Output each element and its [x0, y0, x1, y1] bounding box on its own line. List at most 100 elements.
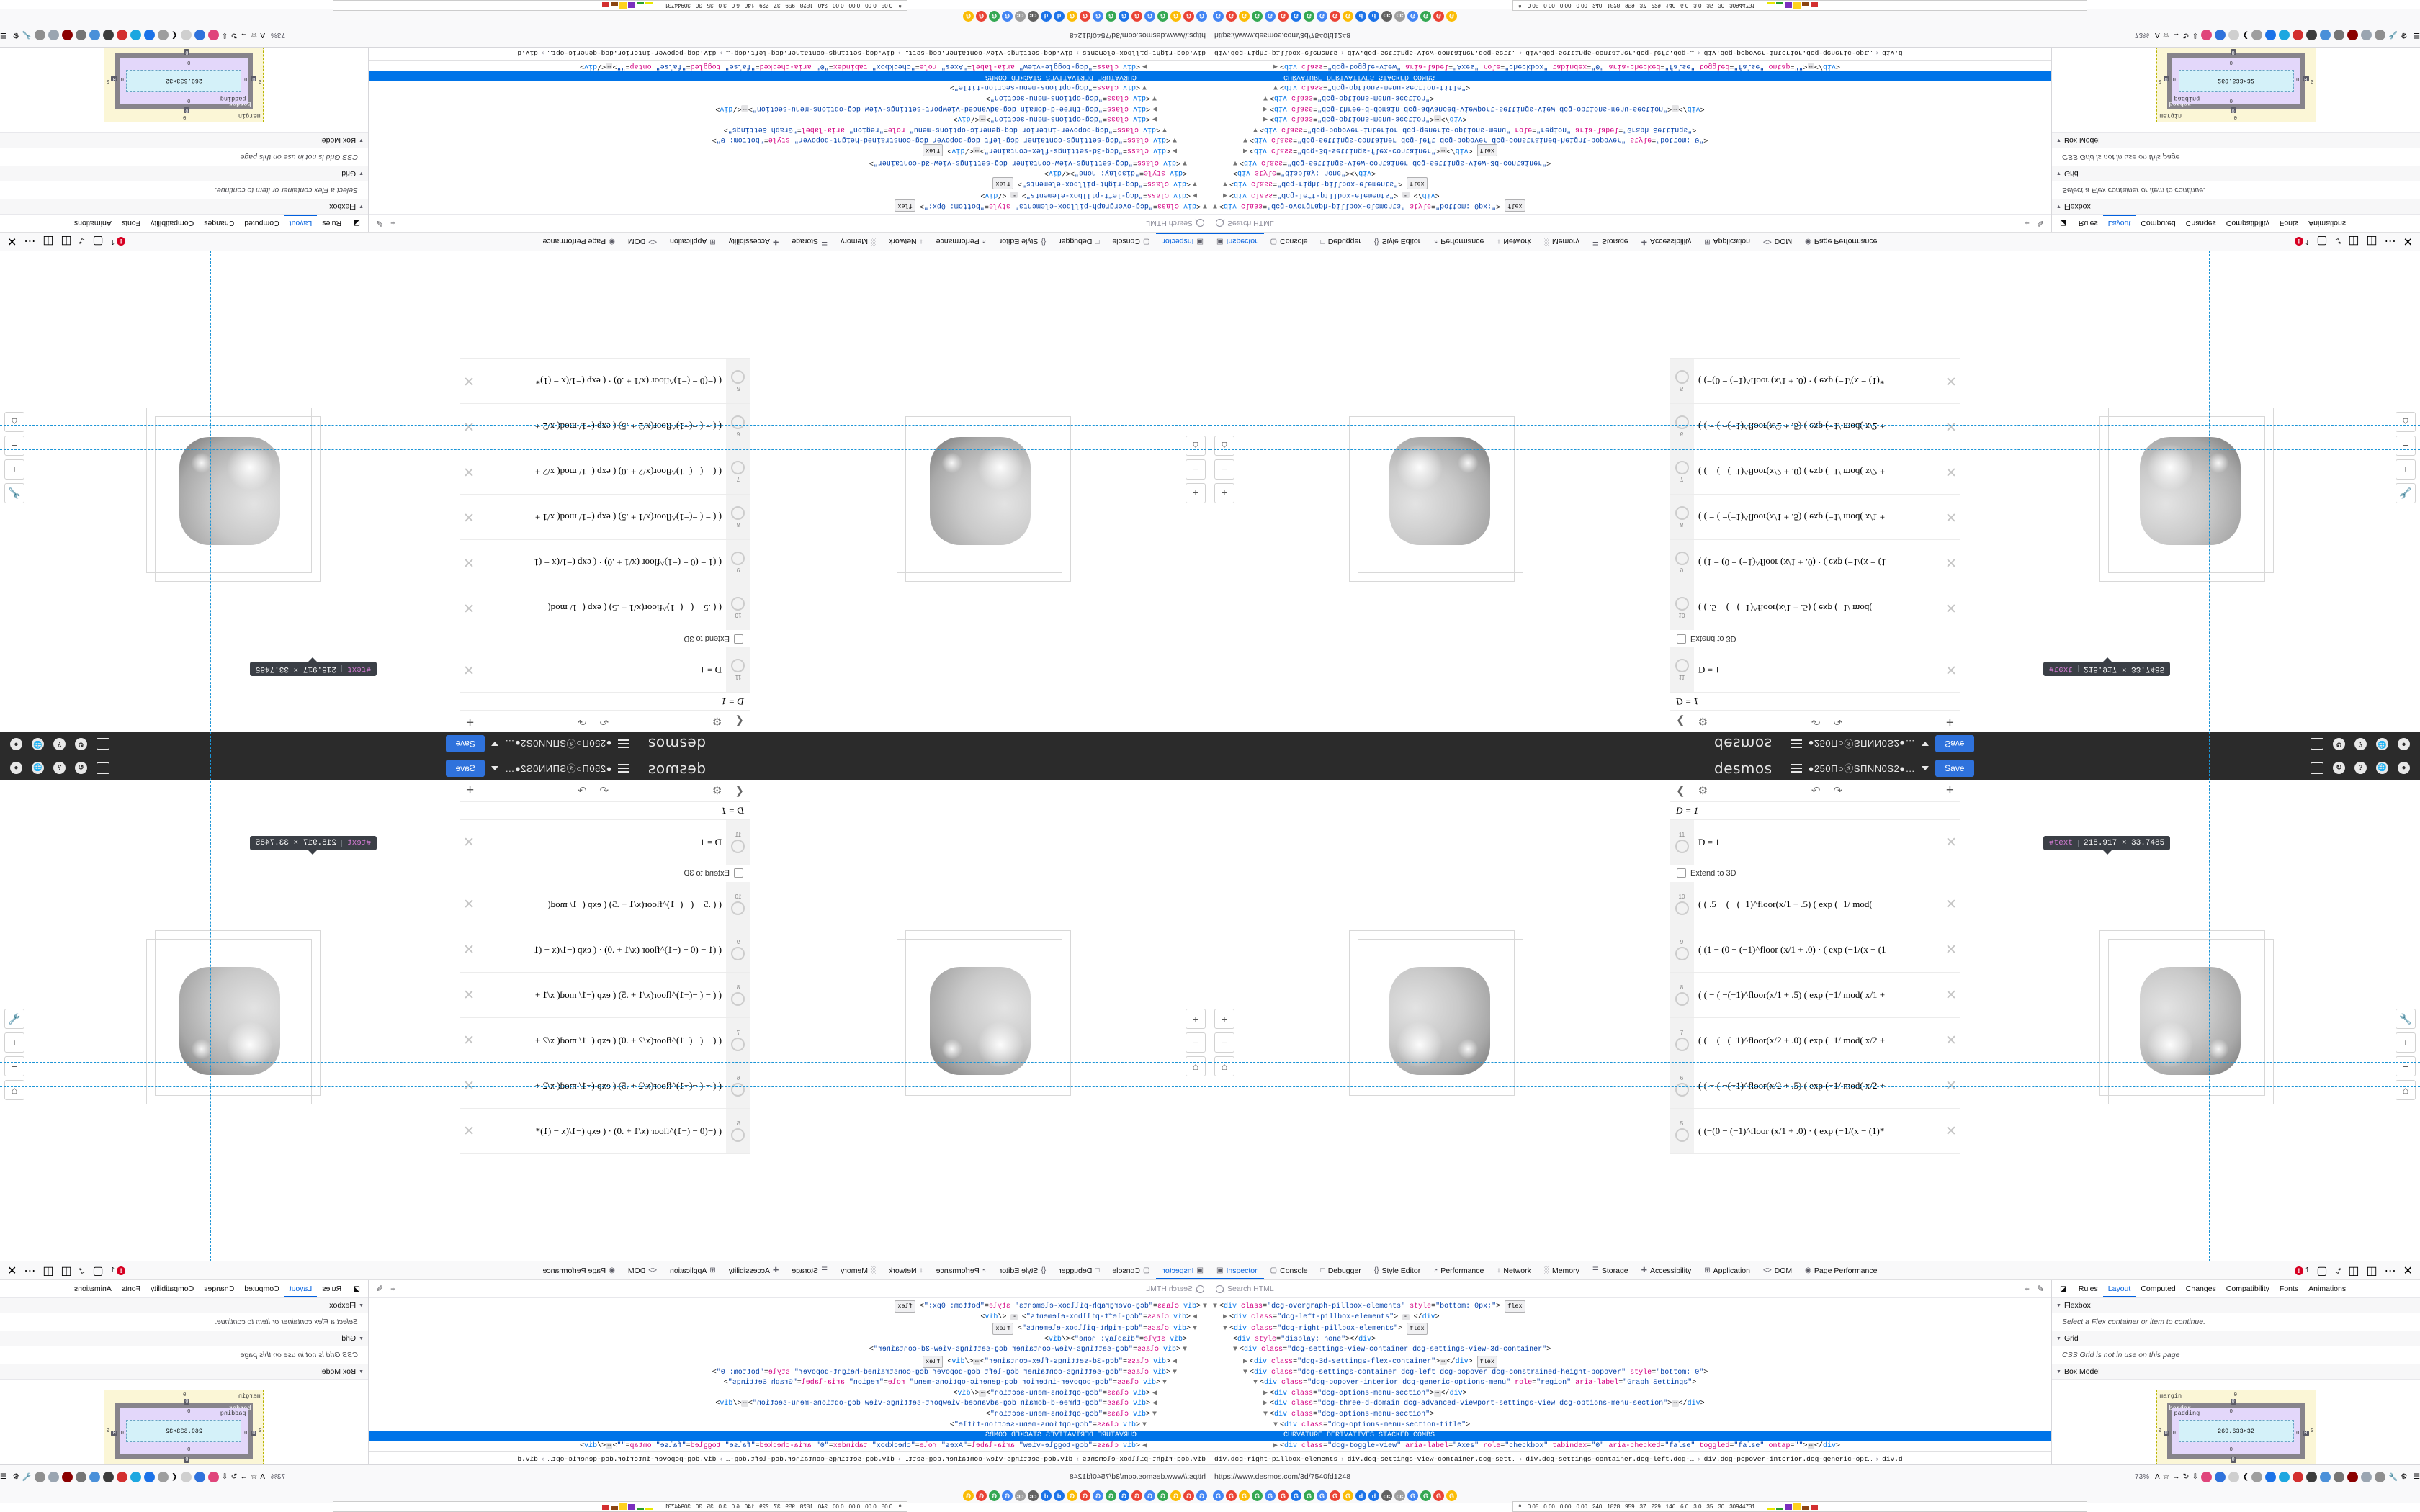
share-icon[interactable]	[2311, 762, 2323, 774]
delete-expression-icon[interactable]: ✕	[463, 896, 475, 912]
add-expression-button[interactable]: +	[465, 783, 475, 798]
zoom-in-button[interactable]: +	[4, 1032, 24, 1053]
flexbox-section-header[interactable]: ▼ Flexbox	[2052, 199, 2420, 214]
expression-math[interactable]: ( ( − ( −(−1)^floor(x/2 + .5) ( exp (−1/…	[1698, 421, 1886, 432]
responsive-design-icon[interactable]: ⍻	[2334, 235, 2341, 248]
devtools-tab-network[interactable]: ↕ Network	[1490, 1262, 1538, 1279]
padding-box[interactable]: padding 0 0 0 0 269.633×32	[2172, 58, 2300, 104]
expression-row[interactable]: 6 ( ( − ( −(−1)^floor(x/2 + .5) ( exp (−1…	[460, 1063, 750, 1109]
border-box[interactable]: border 0 0 0 0 padding 0 0 0	[111, 1399, 257, 1463]
devtools-tab-style-editor[interactable]: {} Style Editor	[993, 233, 1052, 251]
markup-node[interactable]: ▶<div class="dcg-left-pillbox-elements">…	[980, 1313, 1197, 1321]
home-button[interactable]: ⌂	[1214, 436, 1234, 456]
gear-icon[interactable]: ⚙	[2401, 31, 2408, 40]
wrench-icon[interactable]: 🔧	[2388, 30, 2398, 40]
markup-node-selected[interactable]: CURVATURE DERIVATIVES STACKED COMBS	[369, 71, 1210, 81]
bookmark-star-icon[interactable]: ☆	[2162, 1472, 2170, 1481]
language-icon[interactable]: 🌐	[32, 762, 44, 774]
bookmark-item[interactable]: G	[1265, 1490, 1276, 1501]
delete-expression-icon[interactable]: ✕	[463, 509, 475, 525]
grid-section-header[interactable]: ▼ Grid	[0, 166, 368, 181]
account-icon[interactable]: ●	[10, 738, 22, 750]
add-expression-button[interactable]: +	[1945, 714, 1955, 729]
delete-expression-icon[interactable]: ✕	[1945, 509, 1957, 525]
box-model-diagram[interactable]: margin 0 0 0 0 border 0 0 0	[2156, 46, 2316, 122]
extension-icon[interactable]	[75, 30, 86, 41]
bookmark-item[interactable]: G	[1002, 11, 1013, 22]
responsive-design-icon[interactable]: ⍻	[79, 235, 86, 248]
devtools-tab-style-editor[interactable]: {} Style Editor	[1368, 1262, 1427, 1279]
zoom-level[interactable]: 73%	[2135, 1472, 2150, 1481]
border-left-value[interactable]: 0	[251, 1431, 257, 1436]
redo-icon[interactable]: ↷	[1833, 785, 1843, 797]
expression-list[interactable]: ❮ ⚙ ↶ ↷ + D = 1 11 D = 1 ✕ Extend to 3D 10 ( …	[1670, 251, 1961, 732]
bookmark-item[interactable]: G	[1252, 11, 1263, 22]
sidebar-tab-layout[interactable]: Layout	[284, 1281, 318, 1297]
language-icon[interactable]: 🌐	[2376, 738, 2388, 750]
expression-index[interactable]: 11	[1670, 647, 1694, 692]
checkbox-icon[interactable]	[734, 868, 743, 878]
expression-row[interactable]: 9 ( (1 − (0 − (−1)^floor (x/1 + .0) · ( e…	[460, 927, 750, 973]
collapse-icon[interactable]: ↟	[1518, 2, 1523, 9]
extension-icon[interactable]	[2215, 30, 2226, 41]
markup-node[interactable]: ▼<div class="dcg-popover-interior dcg-ge…	[1253, 1379, 1697, 1387]
margin-top-value[interactable]: 0	[2233, 1392, 2238, 1398]
expression-visibility-toggle[interactable]	[731, 552, 745, 565]
chevron-left-icon[interactable]: ❮	[735, 785, 744, 797]
collapse-icon[interactable]: ↟	[897, 1503, 902, 1510]
reload-icon[interactable]: ↻	[2182, 31, 2190, 40]
margin-right-value[interactable]: 0	[2310, 1428, 2314, 1434]
expression-math[interactable]: ( ( − ( −(−1)^floor(x/2 + .0) ( exp (−1/…	[1698, 1035, 1886, 1045]
expression-row[interactable]: 10 ( ( .5 − ( −(−1)^floor(x/1 + .5) ( exp…	[1670, 585, 1960, 630]
expression-index[interactable]: 7	[1670, 449, 1694, 494]
bookmark-item[interactable]: G	[1080, 1490, 1090, 1501]
markup-node[interactable]: ▼<div class="dcg-settings-view-container…	[869, 158, 1187, 166]
delete-expression-icon[interactable]: ✕	[1945, 600, 1957, 616]
close-icon[interactable]: ✕	[7, 1264, 17, 1277]
expression-visibility-toggle[interactable]	[731, 506, 745, 520]
border-left-value[interactable]: 0	[251, 76, 257, 81]
flexbox-section-header[interactable]: ▼ Flexbox	[0, 1298, 368, 1313]
markup-node[interactable]: ▼<div class="dcg-right-pillbox-elements"…	[1210, 1323, 2051, 1335]
breadcrumb[interactable]: div.dcg-right-pillbox-elements › div.dcg-s…	[369, 46, 1210, 61]
expression-math[interactable]: ( ( − ( −(−1)^floor(x/2 + .0) ( exp (−1/…	[534, 1035, 722, 1045]
desmos-logo[interactable]: desmos	[647, 759, 706, 777]
breadcrumb[interactable]: div.dcg-right-pillbox-elements › div.dcg-s…	[369, 1451, 1210, 1466]
bookmark-item[interactable]: G	[1343, 1490, 1353, 1501]
close-icon[interactable]: ✕	[7, 235, 17, 248]
extend-to-3d-option[interactable]: Extend to 3D	[460, 630, 750, 647]
devtools-tab-storage[interactable]: ☰ Storage	[785, 1262, 834, 1279]
delete-expression-icon[interactable]: ✕	[1945, 942, 1957, 958]
expression-visibility-toggle[interactable]	[731, 947, 745, 960]
markup-node[interactable]: ▼<div class="dcg-settings-container dcg-…	[712, 135, 1177, 144]
markup-node[interactable]: ▼<div class="dcg-settings-view-container…	[869, 1346, 1187, 1354]
padding-bottom-value[interactable]: 0	[2229, 1447, 2233, 1453]
help-icon[interactable]: ?	[2354, 738, 2367, 750]
breadcrumb-item[interactable]: div.dcg-settings-container.dcg-left.dcg-…	[1525, 49, 1694, 58]
delete-expression-icon[interactable]: ✕	[463, 373, 475, 389]
bookmark-item[interactable]: G	[1213, 1490, 1224, 1501]
bookmark-item[interactable]: G	[1119, 1490, 1129, 1501]
markup-node[interactable]: ▼<div class="dcg-settings-container dcg-…	[1243, 1368, 1708, 1377]
extension-icon[interactable]	[2361, 30, 2372, 41]
expression-visibility-toggle[interactable]	[1675, 901, 1689, 915]
expression-visibility-toggle[interactable]	[731, 901, 745, 915]
expression-row[interactable]: 6 ( ( − ( −(−1)^floor(x/2 + .5) ( exp (−1…	[460, 403, 750, 449]
dock-icon[interactable]: ◫	[42, 235, 54, 248]
expression-visibility-toggle[interactable]	[731, 992, 745, 1006]
expression-row[interactable]: 7 ( ( − ( −(−1)^floor(x/2 + .0) ( exp (−1…	[460, 449, 750, 494]
expression-math[interactable]: ( ( − ( −(−1)^floor(x/1 + .5) ( exp (−1/…	[1698, 989, 1886, 1000]
margin-right-value[interactable]: 0	[106, 1428, 110, 1434]
url-text[interactable]: https://www.desmos.com/3d/7540fd1248	[1069, 31, 1206, 40]
bookmark-item[interactable]: G	[1196, 11, 1207, 22]
download-icon[interactable]: ⇩	[2192, 1472, 2199, 1481]
extension-icon[interactable]	[2293, 1471, 2304, 1482]
breadcrumb-item[interactable]: div.dcg-settings-view-container.dcg-sett…	[1347, 1454, 1516, 1463]
extension-icon[interactable]	[2215, 1471, 2226, 1482]
breadcrumb[interactable]: div.dcg-right-pillbox-elements › div.dcg-s…	[1210, 1451, 2051, 1466]
markup-node[interactable]: ▶<div class="dcg-toggle-view" aria-label…	[1273, 1441, 1840, 1450]
breadcrumb-item[interactable]: div.dcg-right-pillbox-elements	[1214, 49, 1338, 58]
download-icon[interactable]: ⇩	[221, 1472, 228, 1481]
redo-icon[interactable]: ↷	[577, 715, 587, 727]
